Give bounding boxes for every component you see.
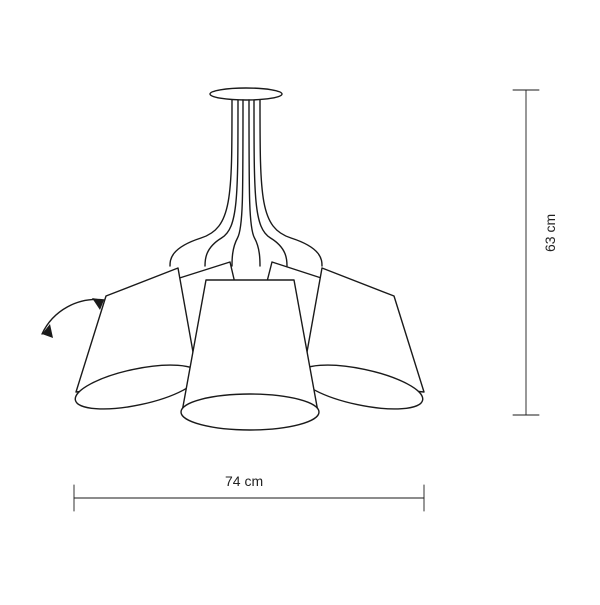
drawing-canvas <box>0 0 600 600</box>
height-dimension-label: 63 cm <box>542 214 558 252</box>
width-dimension-label: 74 cm <box>225 473 263 489</box>
